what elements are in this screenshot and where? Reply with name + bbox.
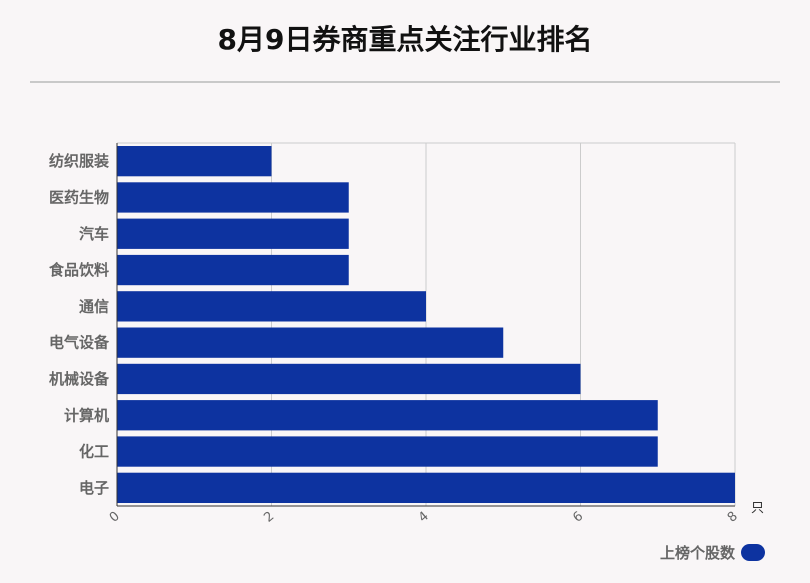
bars [117,146,735,503]
legend-swatch [741,544,766,561]
x-tick-label: 0 [107,509,123,526]
category-label: 化工 [79,443,109,461]
legend-label: 上榜个股数 [660,544,736,562]
bar [117,327,504,358]
bar [117,146,272,177]
x-unit-label: 只 [751,501,764,516]
axes [116,143,735,507]
title-divider [30,81,780,83]
chart-title: 8月9日券商重点关注行业排名 [217,23,593,56]
bar [117,254,349,286]
category-label: 纺织服装 [49,152,110,170]
category-label: 电气设备 [49,334,110,352]
bar [117,182,349,213]
legend[interactable]: 上榜个股数 [660,542,766,563]
category-label: 医药生物 [49,188,109,206]
bar [117,436,658,467]
bar [117,400,658,431]
bar [117,291,426,322]
x-tick-label: 2 [261,509,277,526]
category-label: 食品饮料 [49,261,109,279]
x-tick-label: 8 [725,509,741,526]
bar [117,472,735,503]
bar [117,363,581,395]
category-label: 通信 [79,297,109,315]
bar [117,218,349,249]
category-label: 汽车 [79,225,109,243]
x-tick-label: 6 [570,509,586,526]
x-tick-label: 4 [416,509,432,526]
category-label: 机械设备 [49,370,110,388]
category-label: 计算机 [64,406,109,424]
category-label: 电子 [79,479,109,497]
